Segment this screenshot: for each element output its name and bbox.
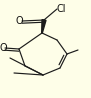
Polygon shape — [42, 20, 46, 33]
Text: O: O — [15, 16, 23, 26]
Text: Cl: Cl — [56, 4, 66, 14]
Text: O: O — [0, 43, 7, 53]
